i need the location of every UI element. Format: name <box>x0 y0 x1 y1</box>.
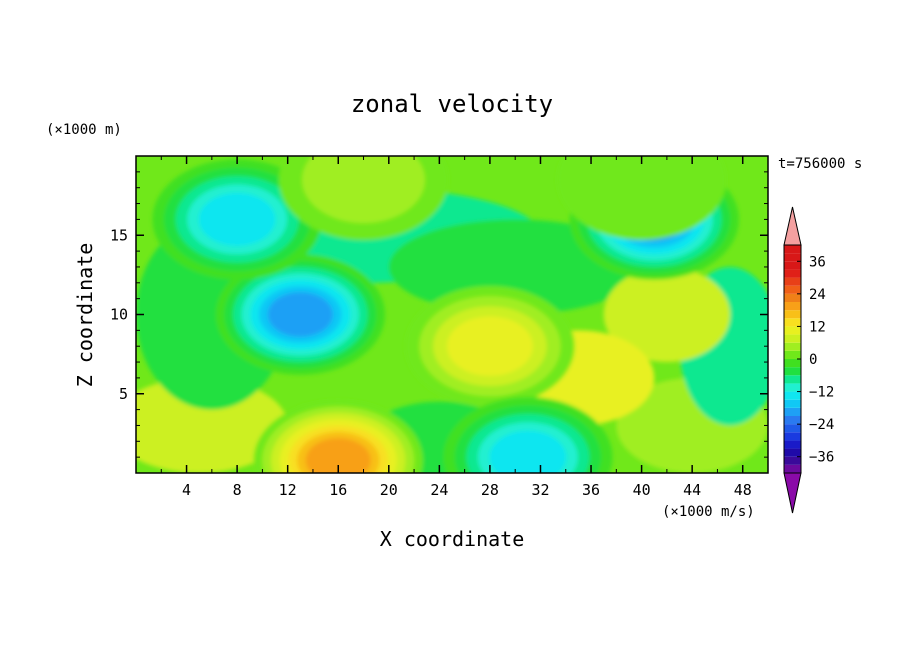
contour-region <box>603 266 731 363</box>
x-tick-label: 20 <box>380 481 398 499</box>
colorbar-segment <box>784 326 801 335</box>
colorbar-segment <box>784 391 801 400</box>
colorbar-segment <box>784 318 801 327</box>
x-tick-label: 28 <box>481 481 499 499</box>
y-unit-label: (×1000 m) <box>46 122 122 138</box>
contour-region <box>302 156 426 224</box>
colorbar-tick-label: 12 <box>809 319 826 335</box>
contour-region <box>305 438 371 473</box>
colorbar-under-arrow <box>783 472 802 514</box>
contour-region <box>556 156 727 240</box>
colorbar-tick-label: −24 <box>809 417 834 433</box>
x-tick-label: 16 <box>329 481 347 499</box>
contour-region <box>489 430 567 473</box>
colorbar-segment <box>784 261 801 270</box>
colorbar-segment <box>784 245 801 254</box>
contour-region <box>267 292 333 337</box>
y-axis: 5 10 15 <box>110 171 768 458</box>
chart-title: zonal velocity <box>351 90 553 118</box>
colorbar-segment <box>784 285 801 294</box>
colorbar-segment <box>784 416 801 425</box>
colorbar-segment <box>784 432 801 441</box>
x-tick-label: 8 <box>233 481 242 499</box>
colorbar-segment <box>784 424 801 433</box>
colorbar-segment <box>784 269 801 278</box>
contour-region <box>136 377 288 473</box>
colorbar: 36 24 12 0 −12 −24 −36 <box>783 206 834 514</box>
colorbar-tick-label: 0 <box>809 352 817 368</box>
colorbar-tick-label: 36 <box>809 254 826 270</box>
x-tick-label: 32 <box>531 481 549 499</box>
x-tick-label: 4 <box>182 481 191 499</box>
colorbar-segment <box>784 456 801 465</box>
x-axis: 4 8 12 16 20 24 28 32 36 40 44 48 <box>160 156 752 499</box>
y-tick-label: 10 <box>110 306 128 324</box>
colorbar-segment <box>784 350 801 359</box>
colorbar-tick-label: −36 <box>809 450 834 466</box>
y-axis-label: Z coordinate <box>73 243 97 388</box>
x-tick-label: 44 <box>683 481 701 499</box>
colorbar-segment <box>784 367 801 376</box>
x-axis-label: X coordinate <box>380 527 525 551</box>
colorbar-tick-label: −12 <box>809 385 834 401</box>
colorbar-segment <box>784 253 801 262</box>
colorbar-segment <box>784 334 801 343</box>
contour-region <box>446 316 533 376</box>
y-tick-label: 5 <box>119 385 128 403</box>
colorbar-over-arrow <box>783 206 802 246</box>
plot-area <box>136 156 768 473</box>
colorbar-segment <box>784 293 801 302</box>
colorbar-segment <box>784 464 801 473</box>
colorbar-tick-label: 24 <box>809 287 826 303</box>
x-tick-label: 24 <box>430 481 448 499</box>
x-tick-label: 48 <box>734 481 752 499</box>
time-label: t=756000 s <box>778 156 862 172</box>
x-tick-label: 40 <box>633 481 651 499</box>
colorbar-segment <box>784 399 801 408</box>
colorbar-segment <box>784 277 801 286</box>
colorbar-segment <box>784 342 801 351</box>
x-unit-label: (×1000 m/s) <box>662 504 755 520</box>
colorbar-segment <box>784 359 801 368</box>
x-tick-label: 12 <box>279 481 297 499</box>
colorbar-segment <box>784 375 801 384</box>
colorbar-segment <box>784 440 801 449</box>
colorbar-segment <box>784 383 801 392</box>
contour-region <box>198 192 276 246</box>
colorbar-segment <box>784 407 801 416</box>
colorbar-segment <box>784 310 801 319</box>
y-tick-label: 15 <box>110 226 128 244</box>
x-tick-label: 36 <box>582 481 600 499</box>
colorbar-segment <box>784 302 801 311</box>
colorbar-segment <box>784 448 801 457</box>
